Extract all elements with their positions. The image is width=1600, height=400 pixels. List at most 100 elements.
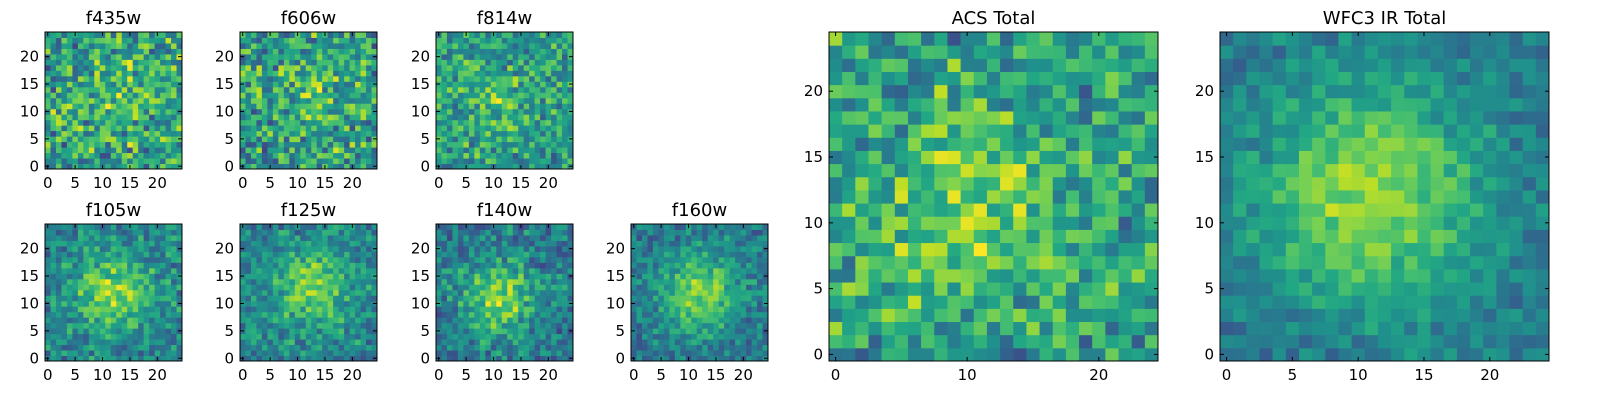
heatmap-cell (735, 240, 742, 247)
heatmap-cell (474, 278, 481, 285)
heatmap-cell (355, 344, 362, 351)
heatmap-cell (360, 251, 367, 258)
heatmap-cell (441, 130, 448, 137)
heatmap-cell (457, 119, 464, 126)
heatmap-cell (327, 130, 334, 137)
heatmap-cell (562, 125, 569, 132)
heatmap-cell (245, 130, 252, 137)
heatmap-cell (973, 321, 988, 336)
heatmap-cell (501, 59, 508, 66)
heatmap-cell (757, 317, 764, 324)
heatmap-cell (245, 311, 252, 318)
heatmap-cell (110, 37, 117, 44)
heatmap-cell (452, 130, 459, 137)
heatmap-cell (72, 300, 79, 307)
heatmap-cell (735, 350, 742, 357)
heatmap-cell (540, 311, 547, 318)
heatmap-cell (551, 355, 558, 362)
heatmap-cell (691, 289, 698, 296)
heatmap-cell (496, 64, 503, 71)
heatmap-cell (154, 53, 161, 60)
heatmap-cell (77, 64, 84, 71)
heatmap-cell (300, 158, 307, 165)
heatmap-cell (724, 350, 731, 357)
heatmap-cell (116, 114, 123, 121)
heatmap-cell (496, 295, 503, 302)
heatmap-cell (463, 284, 470, 291)
heatmap-cell (344, 119, 351, 126)
heatmap-cell (94, 256, 101, 263)
heatmap-cell (631, 322, 637, 329)
heatmap-cell (61, 64, 68, 71)
heatmap-cell (272, 141, 279, 148)
heatmap-cell (707, 311, 714, 318)
heatmap-cell (1039, 176, 1054, 191)
heatmap-cell (105, 344, 112, 351)
heatmap-cell (261, 119, 268, 126)
heatmap-cell (311, 59, 318, 66)
heatmap-cell (355, 234, 362, 241)
heatmap-cell (371, 70, 378, 77)
heatmap-cell (556, 59, 563, 66)
heatmap-cell (143, 311, 150, 318)
heatmap-cell (501, 37, 508, 44)
heatmap-cell (934, 308, 948, 323)
heatmap-cell (300, 273, 307, 280)
heatmap-cell (986, 321, 1001, 336)
heatmap-cell (261, 289, 268, 296)
heatmap-cell (83, 114, 90, 121)
heatmap-cell (245, 103, 252, 110)
heatmap-cell (562, 256, 569, 263)
heatmap-cell (540, 147, 547, 154)
heatmap-cell (256, 289, 263, 296)
heatmap-cell (283, 306, 290, 313)
heatmap-cell (105, 114, 112, 121)
heatmap-cell (1092, 308, 1106, 323)
heatmap-cell (894, 229, 909, 244)
heatmap-cell (658, 311, 665, 318)
heatmap-cell (272, 97, 279, 104)
heatmap-cell (240, 141, 246, 148)
heatmap-cell (457, 147, 464, 154)
heatmap-cell (349, 141, 356, 148)
heatmap-cell (311, 322, 318, 329)
heatmap-cell (327, 119, 334, 126)
heatmap-cell (289, 81, 296, 88)
heatmap-cell (507, 70, 514, 77)
heatmap-cell (94, 70, 101, 77)
heatmap-cell (490, 344, 497, 351)
heatmap-cell (746, 350, 753, 357)
heatmap-cell (132, 278, 139, 285)
heatmap-cell (674, 350, 681, 357)
heatmap-cell (947, 242, 962, 257)
heatmap-cell (468, 152, 475, 159)
heatmap-cell (338, 125, 345, 132)
heatmap-cell (366, 130, 373, 137)
heatmap-cell (512, 136, 519, 143)
heatmap-cell (1144, 295, 1159, 309)
heatmap-cell (1105, 321, 1120, 336)
heatmap-cell (45, 70, 51, 77)
heatmap-cell (658, 251, 665, 258)
heatmap-cell (512, 152, 519, 159)
heatmap-cell (757, 289, 764, 296)
heatmap-cell (751, 273, 758, 280)
heatmap-cell (501, 224, 508, 230)
heatmap-cell (272, 355, 279, 362)
heatmap-cell (94, 53, 101, 60)
heatmap-cell (245, 64, 252, 71)
heatmap-cell (45, 37, 51, 44)
heatmap-cell (333, 350, 340, 357)
heatmap-cell (1092, 347, 1106, 362)
heatmap-cell (45, 306, 51, 313)
heatmap-cell (490, 97, 497, 104)
heatmap-cell (523, 163, 530, 170)
heatmap-cell (446, 81, 453, 88)
heatmap-cell (446, 240, 453, 247)
heatmap-cell (88, 284, 95, 291)
heatmap-cell (127, 300, 134, 307)
heatmap-cell (636, 289, 643, 296)
heatmap-cell (250, 125, 257, 132)
heatmap-cell (842, 229, 856, 244)
heatmap-cell (132, 317, 139, 324)
